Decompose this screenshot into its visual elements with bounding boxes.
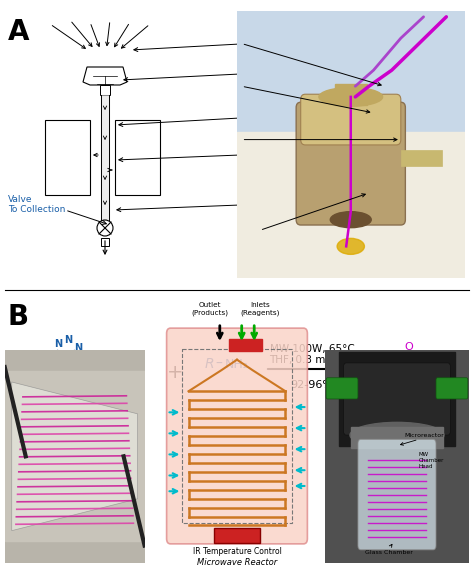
- Bar: [5, 371, 145, 541]
- Bar: [45, 120, 90, 195]
- Bar: [182, 349, 292, 523]
- Text: CH₃: CH₃: [90, 397, 108, 407]
- Text: A: A: [8, 18, 29, 46]
- FancyBboxPatch shape: [344, 363, 450, 435]
- FancyBboxPatch shape: [301, 94, 401, 145]
- Polygon shape: [83, 67, 127, 85]
- Ellipse shape: [319, 88, 383, 106]
- Bar: [229, 339, 262, 351]
- FancyBboxPatch shape: [326, 378, 358, 399]
- Text: O: O: [72, 403, 81, 413]
- Bar: [100, 85, 110, 95]
- Text: R: R: [205, 357, 215, 371]
- Text: Inlets
(Reagents): Inlets (Reagents): [241, 302, 280, 316]
- Bar: [339, 352, 455, 445]
- Text: R: R: [433, 352, 442, 366]
- Text: Valve
To Collection: Valve To Collection: [8, 195, 65, 215]
- Ellipse shape: [337, 238, 365, 254]
- Bar: [213, 528, 261, 543]
- FancyBboxPatch shape: [296, 102, 405, 225]
- Ellipse shape: [330, 212, 371, 228]
- Polygon shape: [12, 382, 137, 530]
- FancyBboxPatch shape: [436, 378, 468, 399]
- Bar: [401, 150, 442, 166]
- FancyBboxPatch shape: [358, 439, 436, 550]
- Text: THF, 0.3 mL/min: THF, 0.3 mL/min: [269, 355, 355, 365]
- Text: Microwave
Chamber Body: Microwave Chamber Body: [242, 148, 309, 168]
- Text: –: –: [215, 357, 222, 371]
- Text: 92-96%: 92-96%: [291, 380, 334, 390]
- Text: N: N: [64, 335, 72, 345]
- Text: Outlet
(Products): Outlet (Products): [191, 302, 228, 316]
- Text: Reagent Leads
From Syringe Pump: Reagent Leads From Syringe Pump: [242, 38, 330, 57]
- Text: IR Temperature Control: IR Temperature Control: [192, 547, 282, 556]
- Text: MW
Chamber
Head: MW Chamber Head: [419, 452, 444, 469]
- Text: Direction of Flow: Direction of Flow: [242, 70, 318, 79]
- Text: N: N: [63, 392, 71, 402]
- Text: Stainless Steel
Mixing Chamber With
Machined Channels: Stainless Steel Mixing Chamber With Mach…: [242, 105, 340, 135]
- Text: Microwave Reactor: Microwave Reactor: [197, 557, 277, 567]
- Text: +: +: [167, 363, 183, 382]
- Text: B: B: [8, 303, 29, 331]
- Bar: [351, 426, 443, 448]
- Text: NH₂: NH₂: [225, 358, 249, 370]
- Text: H: H: [415, 364, 423, 374]
- Text: Glass Chamber: Glass Chamber: [365, 550, 413, 555]
- Bar: [237, 11, 465, 131]
- Bar: [101, 238, 109, 246]
- Text: H₃C: H₃C: [375, 352, 397, 366]
- Text: N: N: [415, 352, 423, 366]
- FancyBboxPatch shape: [167, 328, 307, 544]
- Bar: [115, 120, 160, 195]
- Text: N: N: [54, 339, 62, 349]
- Text: Simple Glass
Reaction Capillary: Simple Glass Reaction Capillary: [242, 196, 324, 215]
- Bar: [335, 84, 367, 105]
- Text: MW 100W, 65°C: MW 100W, 65°C: [270, 344, 355, 354]
- Text: O: O: [405, 342, 413, 352]
- Text: Microreactor: Microreactor: [404, 433, 444, 437]
- Text: N: N: [74, 343, 82, 353]
- Bar: [237, 131, 465, 278]
- Ellipse shape: [350, 422, 444, 448]
